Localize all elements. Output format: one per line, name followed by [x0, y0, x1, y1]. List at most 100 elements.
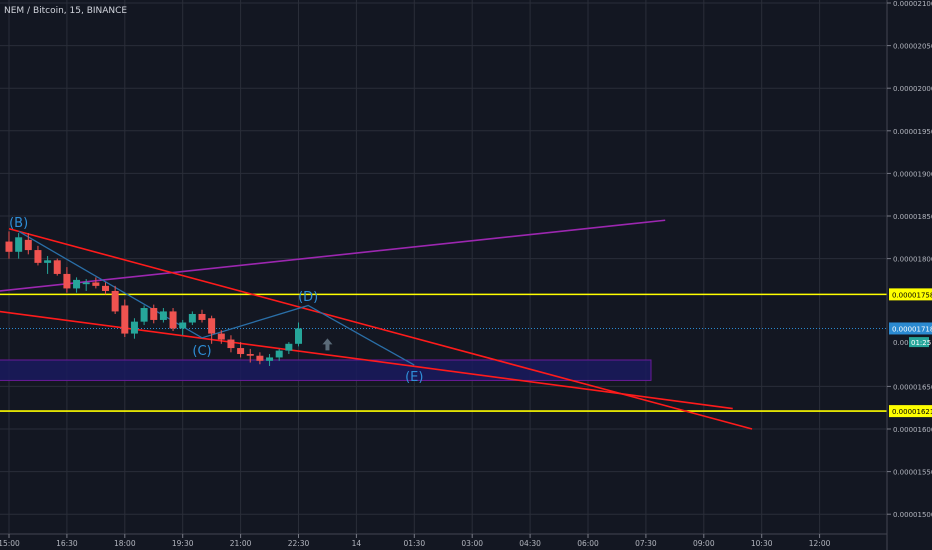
- price-tick-label: 0.00001600: [893, 426, 932, 434]
- candle: [208, 315, 216, 344]
- wave-label: (E): [405, 370, 423, 385]
- candle-body: [121, 305, 129, 334]
- candle: [295, 322, 302, 347]
- candle: [256, 352, 264, 365]
- countdown-text: 01:25: [911, 339, 931, 347]
- countdown-tag: [909, 337, 929, 348]
- price-tick-label: 0.00001800: [893, 256, 932, 264]
- countdown-price-text: 0.0000: [893, 339, 918, 347]
- time-tick-label: 14: [352, 539, 362, 548]
- wave-label: (D): [298, 290, 318, 305]
- current-price-text: 0.00001718: [892, 325, 932, 333]
- price-tick-label: 0.00001500: [893, 511, 932, 519]
- candle: [5, 231, 13, 259]
- grid: [0, 0, 887, 534]
- candle-body: [63, 273, 71, 289]
- candle-body: [295, 328, 302, 344]
- candle: [169, 308, 177, 332]
- time-tick-label: 21:00: [230, 539, 252, 548]
- candle: [111, 285, 119, 314]
- horizontal-levels: [0, 293, 887, 412]
- candle: [179, 319, 187, 336]
- wave-label: (C): [192, 344, 211, 359]
- elliott-waves: (B) (C) (D) (E): [9, 216, 423, 385]
- candle-body: [208, 318, 216, 334]
- time-tick-label: 12:00: [809, 539, 831, 548]
- candle: [63, 267, 71, 293]
- price-tick-label: 0.00001900: [893, 170, 932, 178]
- candle-body: [34, 250, 42, 263]
- candle-body: [188, 313, 196, 323]
- time-tick-label: 10:30: [751, 539, 773, 548]
- price-axis[interactable]: 0.00002100 0.00002050 0.00002000 0.00001950…: [886, 0, 932, 550]
- time-tick-label: 15:00: [0, 539, 20, 548]
- candle-body: [179, 322, 187, 329]
- candle-body: [92, 282, 100, 286]
- candle-body: [44, 260, 52, 263]
- time-tick-label: 04:30: [519, 539, 541, 548]
- price-tick-label: 0.00002000: [893, 85, 932, 93]
- arrow-up-icon: [322, 338, 333, 351]
- chart-title: NEM / Bitcoin, 15, BINANCE: [4, 6, 128, 16]
- candle-body: [5, 241, 13, 252]
- time-tick-label: 16:30: [56, 539, 78, 548]
- price-axis-bg: [887, 0, 932, 550]
- candle: [34, 245, 42, 266]
- candle-body: [159, 311, 167, 320]
- level-price-tag: [889, 405, 932, 418]
- candle: [275, 348, 283, 361]
- candle-body: [82, 282, 90, 285]
- wave-path: [18, 230, 415, 366]
- candle: [237, 342, 245, 358]
- candle-body: [73, 279, 81, 289]
- candle-body: [24, 239, 32, 251]
- candle: [24, 233, 32, 255]
- candles: [5, 231, 302, 366]
- candle-body: [102, 285, 109, 291]
- candle-body: [130, 321, 138, 334]
- price-tick-label: 0.00001550: [893, 469, 932, 477]
- candle: [82, 279, 90, 291]
- candle-body: [275, 350, 283, 358]
- time-tick-label: 06:00: [577, 539, 599, 548]
- zone-rect: [0, 359, 652, 381]
- candle: [92, 277, 100, 289]
- candle-body: [246, 354, 254, 356]
- level-price-text: 0.00001758: [892, 291, 932, 299]
- candle-body: [169, 311, 177, 329]
- time-tick-label: 09:00: [693, 539, 715, 548]
- candle: [44, 256, 52, 274]
- level-price-tag: [889, 288, 932, 301]
- candle-body: [53, 260, 61, 274]
- wave-label: (B): [9, 216, 28, 231]
- candle-body: [227, 339, 235, 349]
- demand-zone: [0, 359, 652, 381]
- candle-body: [237, 348, 245, 355]
- candle-body: [217, 333, 225, 340]
- time-tick-label: 03:00: [461, 539, 483, 548]
- candle: [73, 277, 81, 293]
- candle: [159, 308, 167, 323]
- candle: [188, 311, 196, 326]
- candle-body: [15, 237, 23, 252]
- candle-body: [150, 308, 158, 320]
- price-tick-label: 0.00002100: [893, 0, 932, 8]
- red-trendline: [8, 228, 753, 430]
- candle: [246, 348, 254, 363]
- signal-arrow: [322, 338, 333, 351]
- price-tick-label: 0.00001650: [893, 383, 932, 391]
- time-tick-label: 18:00: [114, 539, 136, 548]
- candle: [53, 258, 61, 276]
- time-tick-label: 07:30: [635, 539, 657, 548]
- candle-body: [111, 290, 119, 312]
- candle: [15, 233, 23, 259]
- time-tick-label: 01:30: [403, 539, 425, 548]
- candle-body: [256, 355, 264, 361]
- candle: [130, 318, 138, 339]
- candle: [121, 299, 129, 337]
- candle-body: [198, 313, 206, 320]
- current-price-tag: [889, 322, 932, 335]
- candle: [266, 354, 274, 366]
- time-axis[interactable]: 15:00 16:30 18:00 19:30 21:00 22:30 14 01:30 03:…: [0, 533, 887, 548]
